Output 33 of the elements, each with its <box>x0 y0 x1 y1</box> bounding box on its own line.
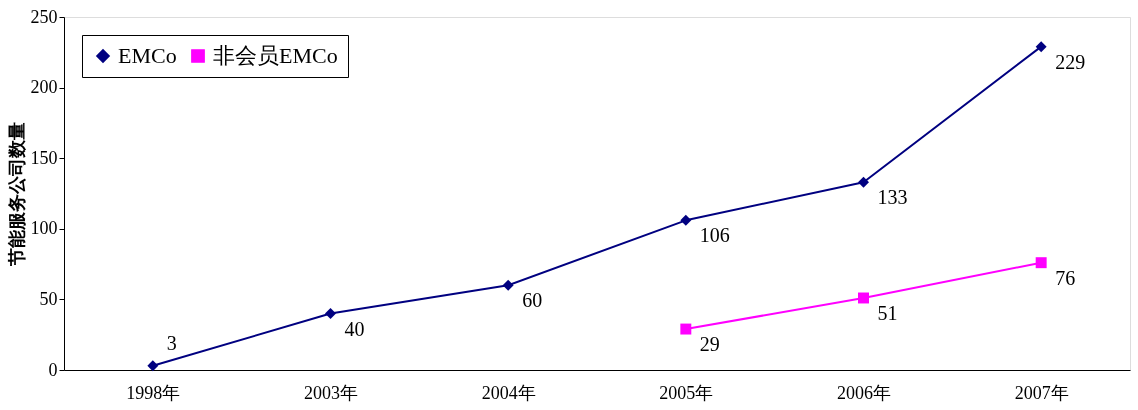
legend-label: 非会员EMCo <box>213 43 338 68</box>
y-tick-label: 50 <box>39 288 58 309</box>
data-label: 40 <box>344 317 365 340</box>
data-label: 76 <box>1055 266 1076 289</box>
y-tick-label: 250 <box>30 6 58 27</box>
point <box>147 360 159 372</box>
point <box>1035 41 1047 53</box>
x-tick-label: 2007年 <box>1014 382 1069 403</box>
data-label: 60 <box>522 289 543 312</box>
y-tick-label: 200 <box>30 77 58 98</box>
point <box>325 308 336 319</box>
point <box>680 214 692 226</box>
y-axis-title: 节能服务公司数量 <box>6 122 27 267</box>
x-tick-label: 2006年 <box>837 382 891 403</box>
data-label: 51 <box>877 301 898 324</box>
point <box>858 292 869 304</box>
point <box>680 323 692 335</box>
data-label: 3 <box>166 331 177 354</box>
point <box>1035 257 1047 269</box>
data-label: 229 <box>1055 50 1086 73</box>
point <box>502 279 514 291</box>
x-tick-label: 1998年 <box>126 382 181 403</box>
x-tick-label: 2005年 <box>659 382 714 403</box>
legend-label: EMCo <box>118 43 177 68</box>
y-tick-label: 0 <box>48 359 58 380</box>
data-label: 106 <box>699 224 730 247</box>
x-tick-label: 2003年 <box>304 382 358 403</box>
x-tick-label: 2004年 <box>481 382 536 403</box>
y-tick-label: 100 <box>30 218 58 239</box>
y-tick-label: 150 <box>30 147 58 168</box>
point <box>858 176 869 188</box>
data-label: 29 <box>699 333 720 356</box>
data-label: 133 <box>877 186 908 209</box>
